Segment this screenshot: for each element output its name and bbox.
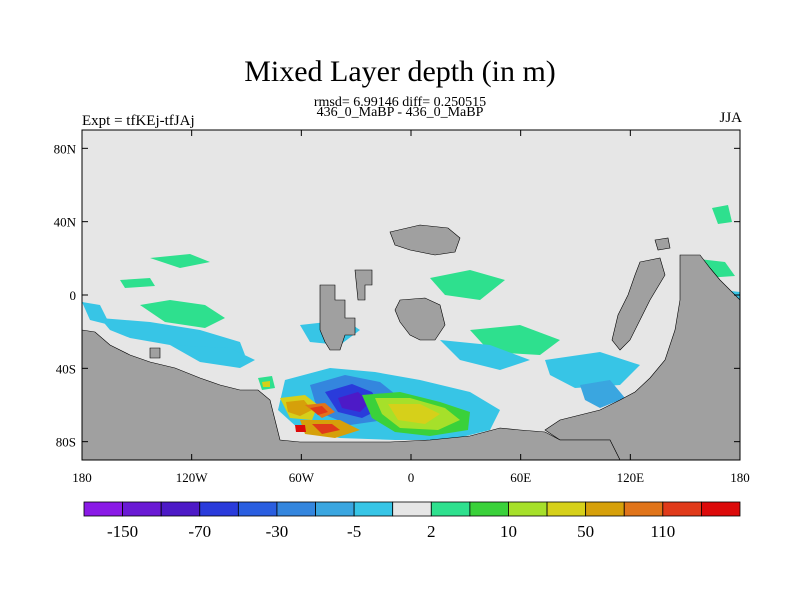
- colorbar-swatch: [508, 501, 548, 517]
- land-africa: [389, 224, 461, 256]
- anomaly-patch: [262, 381, 270, 387]
- chart-title: Mixed Layer depth (in m): [244, 55, 556, 88]
- land-pacific: [654, 237, 671, 251]
- anomaly-patch: [170, 345, 255, 368]
- colorbar-tick-label: 10: [500, 522, 517, 541]
- lon-tick-label: 180: [730, 470, 750, 485]
- anomaly-patch: [712, 205, 732, 224]
- colorbar-tick-label: -5: [347, 522, 361, 541]
- anomaly-patch: [430, 270, 505, 300]
- colorbar-swatch: [701, 501, 741, 517]
- colorbar-tick-label: -70: [188, 522, 211, 541]
- lat-axis: 80N 40N 0 40S 80S: [54, 141, 740, 450]
- anomaly-patch: [338, 392, 370, 412]
- colorbar-swatch: [315, 501, 355, 517]
- lon-tick-label: 120E: [617, 470, 645, 485]
- lat-tick-label: 80N: [54, 141, 77, 156]
- land-south-america: [354, 269, 373, 301]
- anomaly-patch: [295, 425, 306, 432]
- land-australia: [611, 257, 666, 351]
- colorbar-swatch: [430, 501, 471, 517]
- anomaly-patch: [310, 406, 328, 415]
- lon-tick-label: 60W: [289, 470, 315, 485]
- experiment-subtitle: 436_0_MaBP - 436_0_MaBP: [316, 105, 484, 120]
- land-east: [544, 254, 741, 461]
- anomaly-patch: [312, 424, 340, 434]
- anomaly-patch: [100, 318, 245, 355]
- anomaly-patch: [388, 404, 440, 424]
- colorbar-swatch: [585, 501, 625, 517]
- anomaly-patch: [82, 302, 110, 325]
- colorbar-swatch: [199, 501, 239, 517]
- lon-axis: 180 120W 60W 0 60E 120E 180: [72, 130, 750, 485]
- anomaly-patch: [440, 340, 530, 370]
- colorbar-swatch: [662, 501, 702, 517]
- land-pacific: [149, 347, 161, 359]
- colorbar-tick-label: -30: [266, 522, 289, 541]
- colorbar: -150 -70 -30 -5 2 10 50 110: [83, 501, 741, 541]
- colorbar-tick-label: 110: [650, 522, 675, 541]
- land-west: [81, 329, 621, 461]
- lat-tick-label: 40S: [56, 361, 76, 376]
- colorbar-swatch: [469, 501, 509, 517]
- land-mask: [81, 224, 741, 461]
- lat-tick-label: 80S: [56, 435, 76, 450]
- anomaly-patch: [580, 380, 625, 408]
- colorbar-swatch: [160, 501, 201, 517]
- colorbar-tick-label: -150: [107, 522, 138, 541]
- colorbar-tick-label: 50: [577, 522, 594, 541]
- lon-tick-label: 60E: [510, 470, 531, 485]
- lat-tick-label: 40N: [54, 215, 77, 230]
- land-south-america: [319, 284, 356, 351]
- season-label: JJA: [719, 110, 742, 126]
- anomaly-patch: [140, 300, 225, 328]
- colorbar-tick-label: 2: [427, 522, 436, 541]
- anomaly-patch: [545, 352, 640, 388]
- lon-tick-label: 120W: [176, 470, 209, 485]
- colorbar-swatch: [237, 501, 278, 517]
- colorbar-swatch: [392, 501, 432, 517]
- anomaly-patch: [120, 278, 155, 288]
- lat-tick-label: 0: [70, 288, 77, 303]
- experiment-label: Expt = tfKEj-tfJAj: [82, 113, 195, 129]
- colorbar-swatch: [122, 501, 162, 517]
- colorbar-swatch: [546, 501, 587, 517]
- anomaly-field: [82, 205, 740, 440]
- stats-subtitle: rmsd= 6.99146 diff= 0.250515: [313, 95, 487, 110]
- lon-tick-label: 180: [72, 470, 92, 485]
- land-africa: [394, 297, 446, 341]
- colorbar-swatch: [353, 501, 394, 517]
- anomaly-patch: [286, 400, 312, 416]
- colorbar-swatch: [623, 501, 664, 517]
- colorbar-swatch: [276, 501, 316, 517]
- lon-tick-label: 0: [408, 470, 415, 485]
- anomaly-patch: [150, 254, 210, 268]
- colorbar-swatch: [83, 501, 123, 517]
